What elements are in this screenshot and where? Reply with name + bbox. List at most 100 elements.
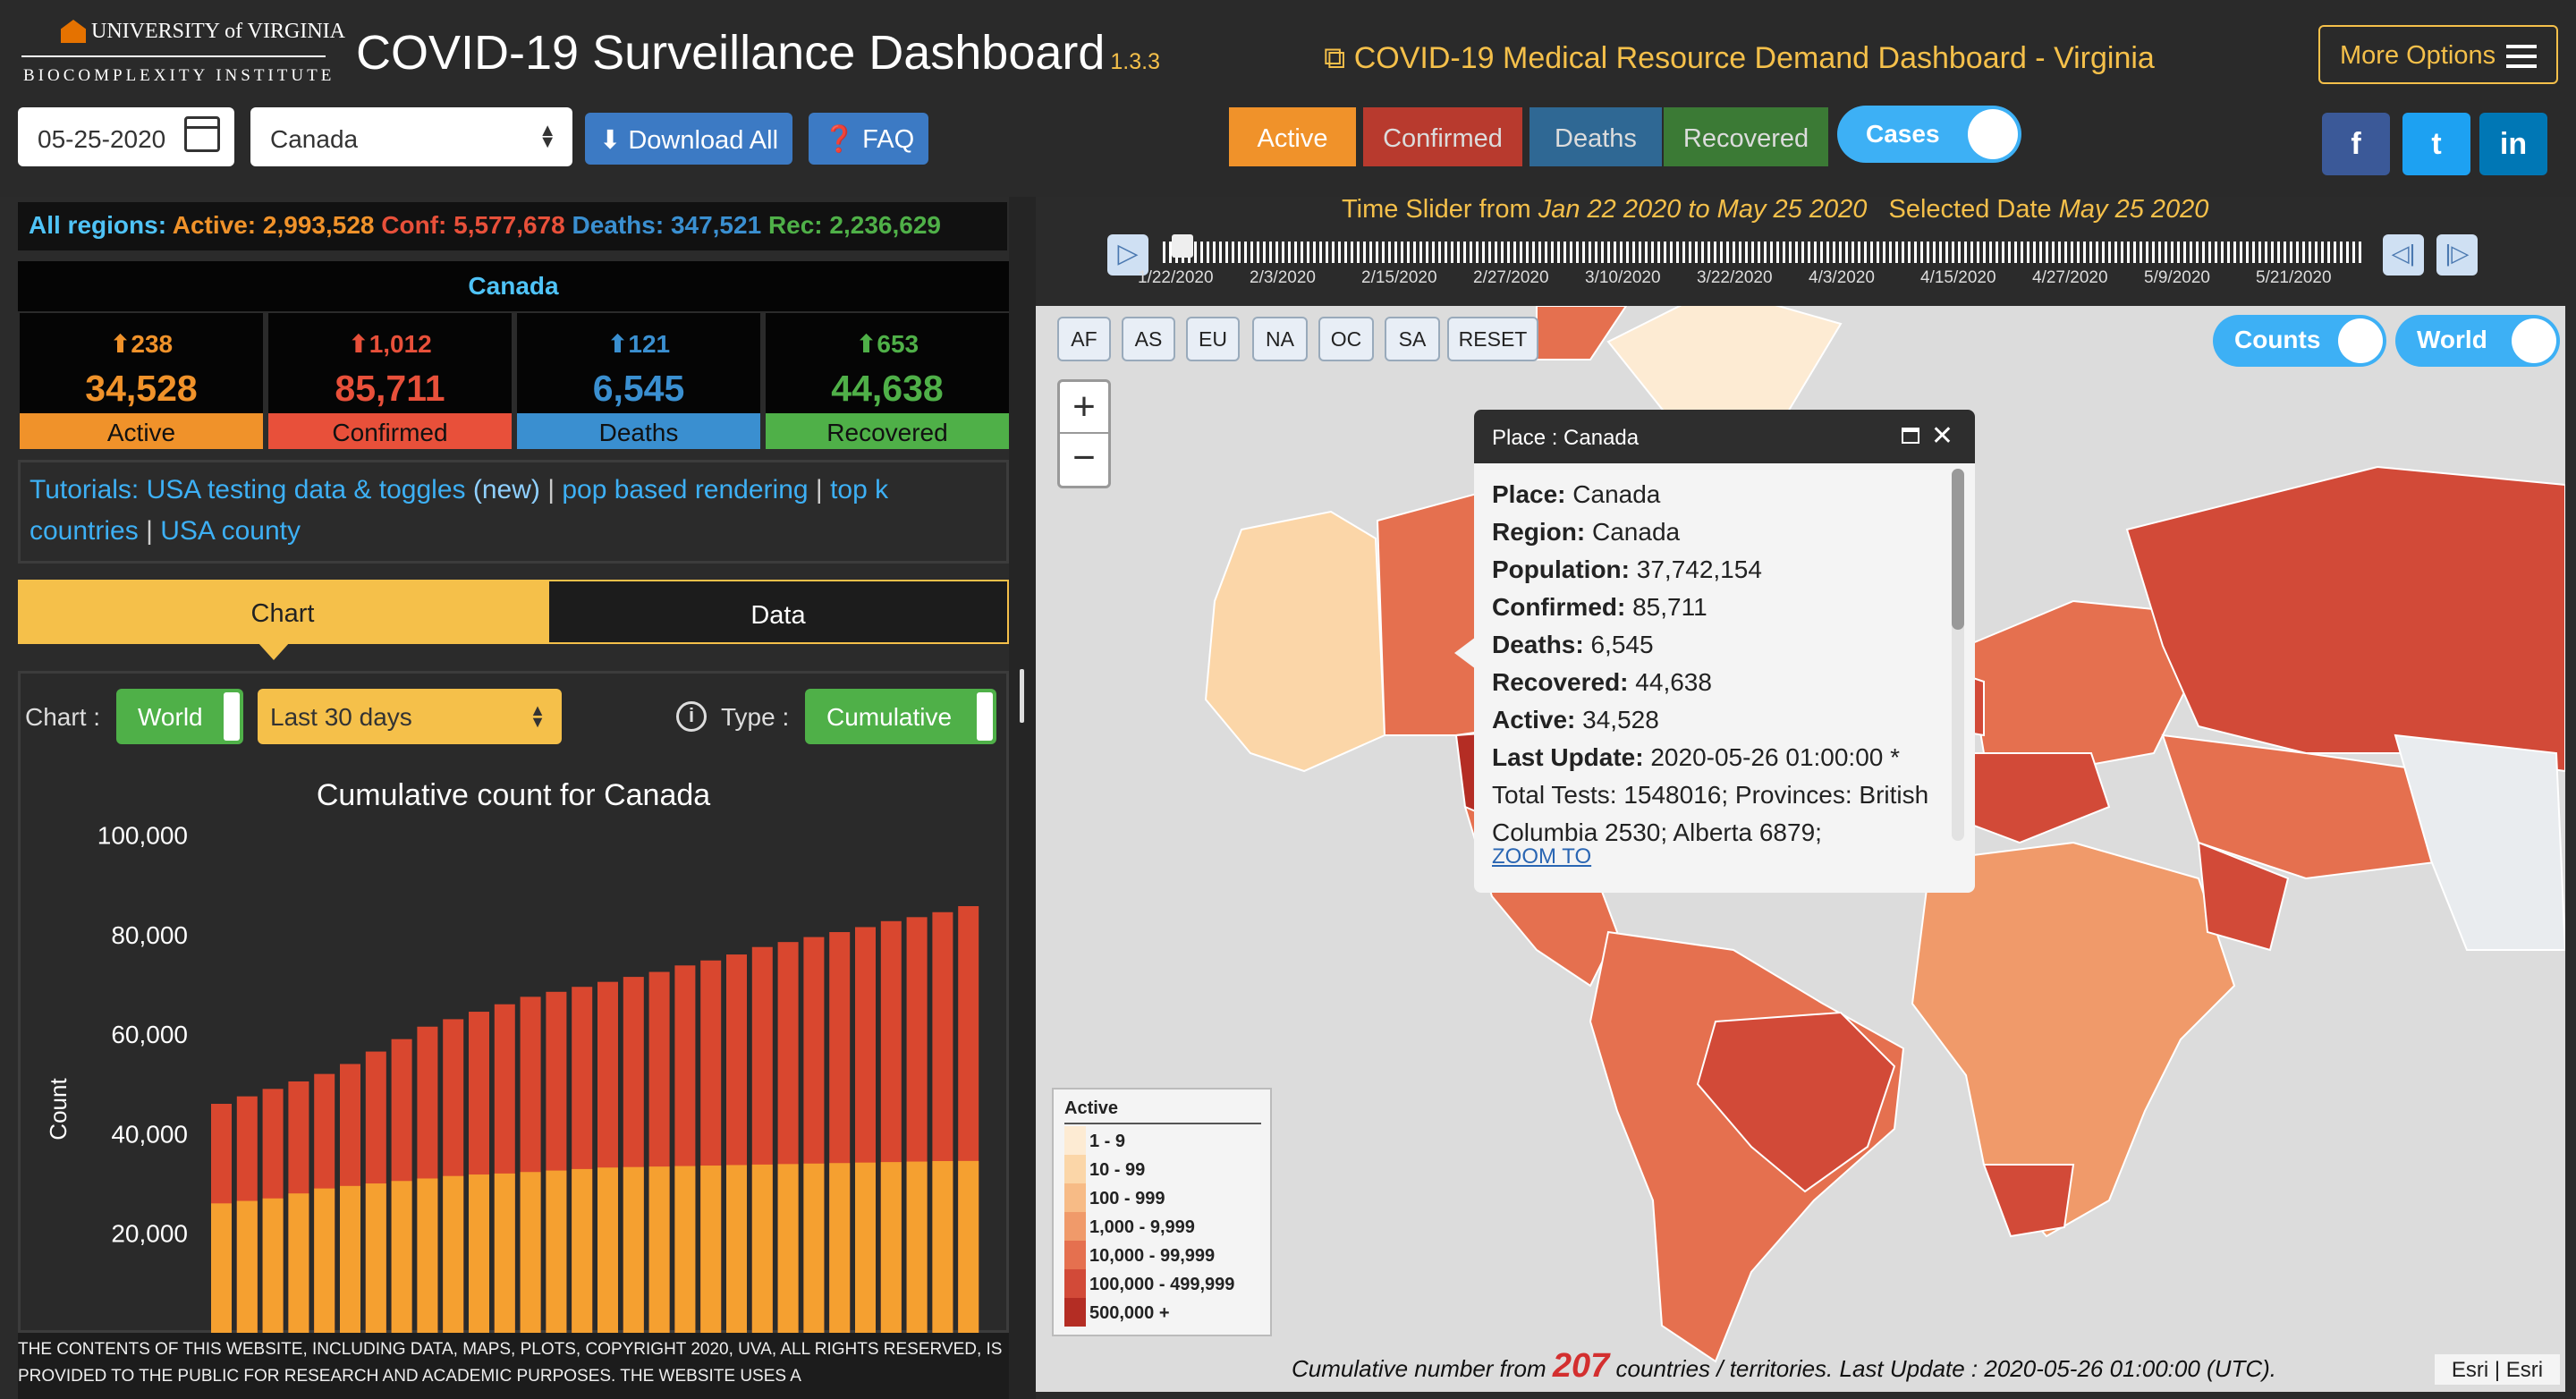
scrollbar-thumb[interactable] bbox=[1952, 469, 1964, 630]
tutorial-link-usa-testing[interactable]: USA testing data & toggles bbox=[146, 475, 466, 504]
tab-recovered[interactable]: Recovered bbox=[1664, 107, 1828, 166]
country-select[interactable]: Canada ▲ ▼ bbox=[250, 107, 572, 166]
facebook-icon[interactable]: f bbox=[2322, 113, 2390, 175]
rotunda-icon bbox=[61, 20, 86, 43]
linkedin-icon[interactable]: in bbox=[2479, 113, 2547, 175]
bar-active[interactable] bbox=[236, 1200, 258, 1333]
info-icon[interactable]: i bbox=[676, 701, 707, 732]
faq-button[interactable]: ❓ FAQ bbox=[809, 113, 929, 165]
bar-active[interactable] bbox=[932, 1161, 953, 1333]
bar-active[interactable] bbox=[597, 1167, 618, 1333]
tab-data[interactable]: Data bbox=[547, 580, 1009, 644]
counts-toggle[interactable]: Counts bbox=[2213, 315, 2386, 367]
popup-tests-cont: Columbia 2530; Alberta 6879; bbox=[1492, 818, 1822, 844]
region-button-sa[interactable]: SA bbox=[1385, 317, 1440, 361]
date-value: 05-25-2020 bbox=[38, 125, 166, 153]
stat-confirmed-label: Confirmed bbox=[268, 413, 512, 449]
bar-active[interactable] bbox=[314, 1188, 335, 1333]
map-footer: Cumulative number from 207 countries / t… bbox=[1292, 1347, 2276, 1386]
tutorial-link-top-k[interactable]: top k countries bbox=[30, 475, 889, 546]
bar-active[interactable] bbox=[751, 1164, 773, 1333]
bar-active[interactable] bbox=[443, 1175, 464, 1333]
bar-active[interactable] bbox=[674, 1166, 696, 1333]
tutorial-link-usa-county[interactable]: USA county bbox=[160, 516, 301, 546]
tab-chart[interactable]: Chart bbox=[18, 580, 547, 644]
step-back-icon[interactable]: ◁| bbox=[2383, 234, 2424, 276]
external-link-icon: ⧉ bbox=[1324, 41, 1354, 75]
summary-conf: Conf: 5,577,678 bbox=[381, 211, 565, 239]
bar-active[interactable] bbox=[700, 1166, 722, 1333]
bar-active[interactable] bbox=[829, 1163, 851, 1333]
maximize-icon[interactable] bbox=[1902, 428, 1919, 444]
range-value: Last 30 days bbox=[270, 703, 412, 731]
bar-active[interactable] bbox=[494, 1173, 515, 1333]
bar-active[interactable] bbox=[855, 1162, 876, 1333]
tab-confirmed[interactable]: Confirmed bbox=[1363, 107, 1522, 166]
region-button-as[interactable]: AS bbox=[1122, 317, 1175, 361]
region-button-reset[interactable]: RESET bbox=[1447, 317, 1538, 361]
bar-active[interactable] bbox=[391, 1181, 412, 1333]
time-slider-label: Time Slider from Jan 22 2020 to May 25 2… bbox=[1342, 195, 2208, 225]
world-map-toggle[interactable]: World bbox=[2395, 315, 2560, 367]
bar-active[interactable] bbox=[958, 1160, 979, 1333]
time-slider-track[interactable] bbox=[1163, 242, 2361, 263]
more-options-button[interactable]: More Options bbox=[2318, 25, 2558, 84]
bar-active[interactable] bbox=[340, 1185, 360, 1333]
region-button-af[interactable]: AF bbox=[1057, 317, 1111, 361]
close-icon[interactable]: ✕ bbox=[1930, 421, 1953, 451]
summary-deaths: Deaths: 347,521 bbox=[572, 211, 762, 239]
bar-active[interactable] bbox=[648, 1166, 670, 1333]
bar-active[interactable] bbox=[262, 1198, 284, 1333]
legend-swatch bbox=[1064, 1298, 1086, 1327]
bar-active[interactable] bbox=[417, 1178, 438, 1333]
ts-start: Jan 22 2020 bbox=[1538, 195, 1682, 224]
separator: | bbox=[547, 475, 555, 504]
step-forward-icon[interactable]: |▷ bbox=[2436, 234, 2478, 276]
popup-line: Confirmed: 85,711 bbox=[1492, 593, 1707, 621]
zoom-out-button[interactable]: − bbox=[1072, 436, 1096, 479]
bar-active[interactable] bbox=[726, 1165, 747, 1333]
splitter-handle[interactable] bbox=[1020, 669, 1024, 723]
uva-logo[interactable]: UNIVERSITY of VIRGINIA BIOCOMPLEXITY INS… bbox=[21, 16, 345, 88]
tab-active[interactable]: Active bbox=[1229, 107, 1356, 166]
world-toggle[interactable]: World bbox=[116, 689, 243, 744]
download-all-button[interactable]: ⬇ Download All bbox=[585, 113, 793, 165]
medical-dashboard-link[interactable]: ⧉ COVID-19 Medical Resource Demand Dashb… bbox=[1324, 41, 2155, 76]
cases-toggle[interactable]: Cases bbox=[1837, 106, 2021, 163]
time-slider-handle[interactable] bbox=[1172, 234, 1193, 258]
time-tick-label: 5/21/2020 bbox=[2256, 268, 2332, 287]
bar-active[interactable] bbox=[211, 1203, 232, 1333]
region-button-na[interactable]: NA bbox=[1252, 317, 1308, 361]
tab-deaths[interactable]: Deaths bbox=[1530, 107, 1662, 166]
twitter-icon[interactable]: t bbox=[2402, 113, 2470, 175]
legend-label: 1,000 - 9,999 bbox=[1089, 1217, 1195, 1237]
region-button-eu[interactable]: EU bbox=[1186, 317, 1240, 361]
map-attribution[interactable]: Esri | Esri bbox=[2435, 1354, 2560, 1385]
range-select[interactable]: Last 30 days ▲ ▼ bbox=[258, 689, 562, 744]
stat-confirmed: ⬆1,012 85,711 Confirmed bbox=[268, 313, 512, 449]
type-toggle[interactable]: Cumulative bbox=[805, 689, 996, 744]
time-tick-label: 3/22/2020 bbox=[1697, 268, 1773, 287]
bar-active[interactable] bbox=[365, 1183, 386, 1333]
bar-active[interactable] bbox=[803, 1163, 825, 1333]
popup-scrollbar[interactable] bbox=[1952, 469, 1964, 841]
counts-label: Counts bbox=[2234, 326, 2321, 353]
bar-active[interactable] bbox=[623, 1166, 644, 1333]
zoom-to-link[interactable]: ZOOM TO bbox=[1492, 844, 1592, 869]
bar-active[interactable] bbox=[469, 1174, 489, 1333]
bar-active[interactable] bbox=[546, 1170, 567, 1333]
bar-active[interactable] bbox=[520, 1172, 541, 1333]
region-button-oc[interactable]: OC bbox=[1318, 317, 1374, 361]
bar-active[interactable] bbox=[288, 1193, 309, 1333]
tutorial-link-pop-rendering[interactable]: pop based rendering bbox=[562, 475, 809, 504]
bar-active[interactable] bbox=[777, 1164, 799, 1333]
play-icon[interactable]: ▷ bbox=[1107, 234, 1148, 276]
bar-active[interactable] bbox=[572, 1168, 593, 1333]
summary-bar: All regions: Active: 2,993,528 Conf: 5,5… bbox=[18, 202, 1007, 250]
bar-active[interactable] bbox=[880, 1162, 902, 1333]
stat-active-delta: ⬆238 bbox=[109, 330, 174, 358]
calendar-icon[interactable] bbox=[184, 116, 220, 152]
splitter[interactable] bbox=[1009, 197, 1036, 1399]
zoom-in-button[interactable]: + bbox=[1060, 382, 1108, 434]
bar-active[interactable] bbox=[906, 1161, 928, 1333]
